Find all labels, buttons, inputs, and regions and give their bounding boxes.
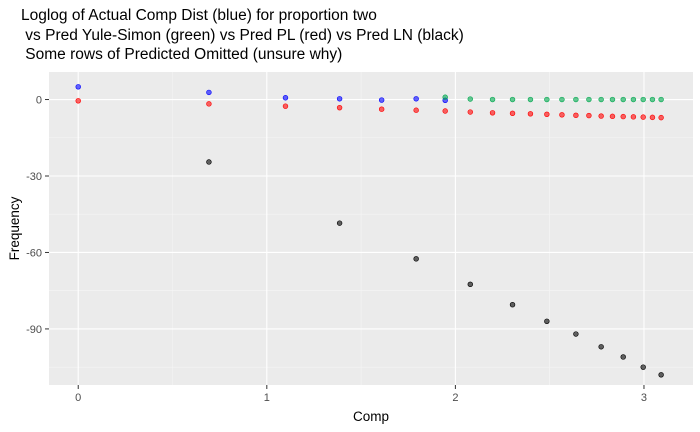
- data-point-series-0: [609, 113, 616, 120]
- x-tick-label: 1: [264, 392, 270, 404]
- data-point-series-0: [598, 113, 604, 119]
- data-point-series-3: [206, 159, 212, 165]
- data-point-series-2: [489, 96, 496, 103]
- y-tick-label: -90: [26, 324, 42, 336]
- data-point-series-1: [282, 95, 289, 101]
- data-point-series-2: [467, 96, 473, 102]
- chart-title-line-2: vs Pred Yule-Simon (green) vs Pred PL (r…: [21, 27, 464, 44]
- data-point-series-2: [658, 96, 664, 103]
- data-point-series-3: [573, 331, 579, 337]
- data-point-series-1: [206, 89, 212, 96]
- data-point-series-2: [598, 96, 604, 103]
- data-point-series-0: [544, 111, 550, 118]
- data-point-series-3: [413, 256, 419, 262]
- minor-gridlines: [49, 72, 693, 385]
- chart-title-line-3: Some rows of Predicted Omitted (unsure w…: [21, 46, 343, 63]
- data-point-series-2: [573, 96, 579, 103]
- data-point-series-1: [413, 96, 419, 102]
- data-point-series-2: [559, 96, 565, 103]
- data-point-series-0: [413, 107, 419, 113]
- data-point-series-0: [640, 114, 646, 120]
- data-point-series-1: [75, 84, 81, 90]
- y-tick-label: -60: [26, 247, 42, 259]
- data-point-series-1: [378, 97, 385, 103]
- data-point-series-2: [649, 96, 656, 103]
- data-point-series-0: [649, 114, 656, 121]
- data-point-series-0: [658, 114, 664, 121]
- data-point-series-0: [489, 110, 496, 116]
- data-point-series-3: [509, 302, 516, 308]
- data-point-series-3: [640, 364, 646, 370]
- data-point-series-3: [658, 372, 664, 378]
- y-tick-label: 0: [36, 95, 42, 107]
- data-point-series-2: [620, 96, 626, 103]
- x-tick-label: 3: [641, 392, 647, 404]
- x-tick-label: 2: [452, 392, 458, 404]
- data-point-series-3: [544, 318, 550, 324]
- x-axis-title: Comp: [353, 409, 389, 424]
- data-point-series-2: [586, 96, 592, 103]
- data-point-series-0: [336, 104, 343, 111]
- data-point-series-0: [442, 108, 448, 114]
- data-point-series-0: [282, 103, 289, 109]
- data-point-series-0: [586, 112, 592, 119]
- data-point-series-0: [573, 112, 579, 119]
- data-point-series-3: [620, 354, 626, 360]
- plot-panel: [49, 72, 693, 385]
- data-point-series-2: [630, 96, 637, 103]
- data-point-series-0: [206, 101, 212, 107]
- x-tick-label: 0: [75, 392, 81, 404]
- data-point-series-2: [442, 94, 448, 100]
- data-point-series-0: [630, 114, 637, 120]
- data-point-series-0: [75, 98, 81, 104]
- data-point-series-0: [559, 112, 565, 118]
- data-point-series-2: [640, 96, 646, 103]
- data-point-series-0: [527, 111, 534, 117]
- data-point-series-0: [378, 106, 385, 112]
- data-point-series-3: [336, 220, 343, 226]
- axis-ticks: 0 1 2 3 0 -30 -60 -90: [26, 95, 647, 404]
- data-point-series-2: [527, 96, 534, 103]
- data-point-series-2: [509, 96, 516, 103]
- data-point-series-3: [598, 344, 604, 350]
- major-gridlines: [49, 72, 693, 385]
- chart-title-line-1: Loglog of Actual Comp Dist (blue) for pr…: [21, 7, 377, 24]
- data-point-series-0: [620, 113, 626, 120]
- data-point-series-0: [467, 109, 473, 115]
- y-tick-label: -30: [26, 171, 42, 183]
- data-point-series-0: [509, 110, 516, 116]
- data-points: [75, 84, 664, 378]
- y-axis-title: Frequency: [7, 196, 22, 260]
- data-point-series-1: [336, 96, 343, 102]
- data-point-series-2: [544, 96, 550, 103]
- data-point-series-2: [609, 96, 616, 103]
- data-point-series-3: [467, 281, 473, 288]
